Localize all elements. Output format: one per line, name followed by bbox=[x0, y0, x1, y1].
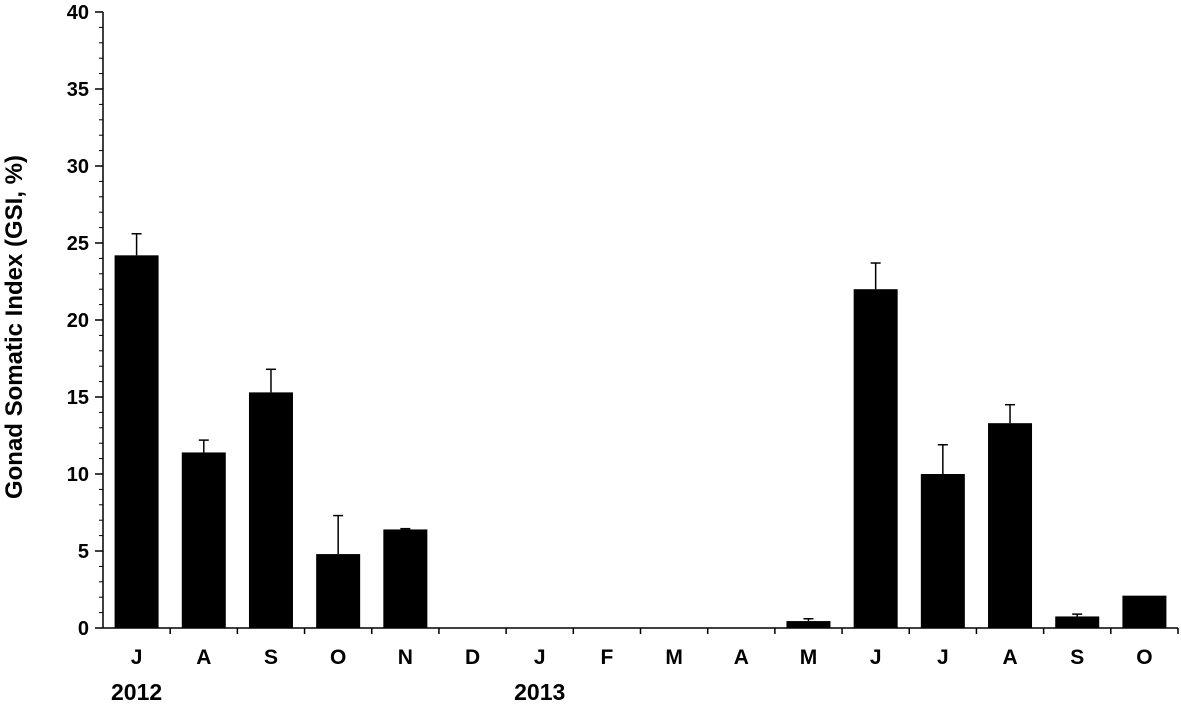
bar-4 bbox=[316, 554, 361, 628]
x-tick-label: J bbox=[937, 646, 949, 669]
x-tick-label: D bbox=[465, 646, 480, 669]
bar-2 bbox=[181, 452, 226, 628]
year-label: 2013 bbox=[514, 679, 565, 705]
x-tick-label: J bbox=[534, 646, 546, 669]
bar-11 bbox=[786, 621, 831, 628]
x-tick-label: O bbox=[1136, 646, 1152, 669]
y-tick-label: 0 bbox=[78, 618, 89, 640]
bar-12 bbox=[853, 289, 898, 628]
y-axis-title-group: Gonad Somatic Index (GSI, %) bbox=[1, 155, 28, 499]
bar-15 bbox=[1055, 616, 1100, 628]
y-tick-label: 15 bbox=[67, 387, 89, 409]
y-tick-label: 10 bbox=[67, 464, 89, 486]
x-tick-label: N bbox=[398, 646, 413, 669]
y-tick-label: 25 bbox=[67, 233, 89, 255]
y-tick-label: 20 bbox=[67, 310, 89, 332]
x-tick-label: F bbox=[600, 646, 613, 669]
x-tick-label: M bbox=[665, 646, 683, 669]
x-tick-label: O bbox=[330, 646, 346, 669]
x-tick-label: J bbox=[870, 646, 882, 669]
year-label: 2012 bbox=[111, 679, 162, 705]
y-tick-label: 5 bbox=[78, 541, 89, 563]
x-tick-label: S bbox=[1070, 646, 1084, 669]
x-tick-label: A bbox=[734, 646, 749, 669]
bar-1 bbox=[114, 255, 159, 628]
bar-16 bbox=[1122, 595, 1167, 628]
x-tick-label: A bbox=[1002, 646, 1017, 669]
bar-5 bbox=[383, 529, 428, 628]
y-tick-label: 30 bbox=[67, 156, 89, 178]
bar-14 bbox=[988, 423, 1033, 628]
y-axis-title: Gonad Somatic Index (GSI, %) bbox=[1, 155, 28, 499]
y-tick-label: 40 bbox=[67, 2, 89, 24]
x-tick-label: J bbox=[131, 646, 143, 669]
bar-3 bbox=[248, 392, 293, 628]
y-tick-label: 35 bbox=[67, 79, 89, 101]
x-tick-label: A bbox=[196, 646, 211, 669]
x-tick-label: S bbox=[264, 646, 278, 669]
bar-13 bbox=[920, 474, 965, 628]
x-tick-label: M bbox=[800, 646, 818, 669]
